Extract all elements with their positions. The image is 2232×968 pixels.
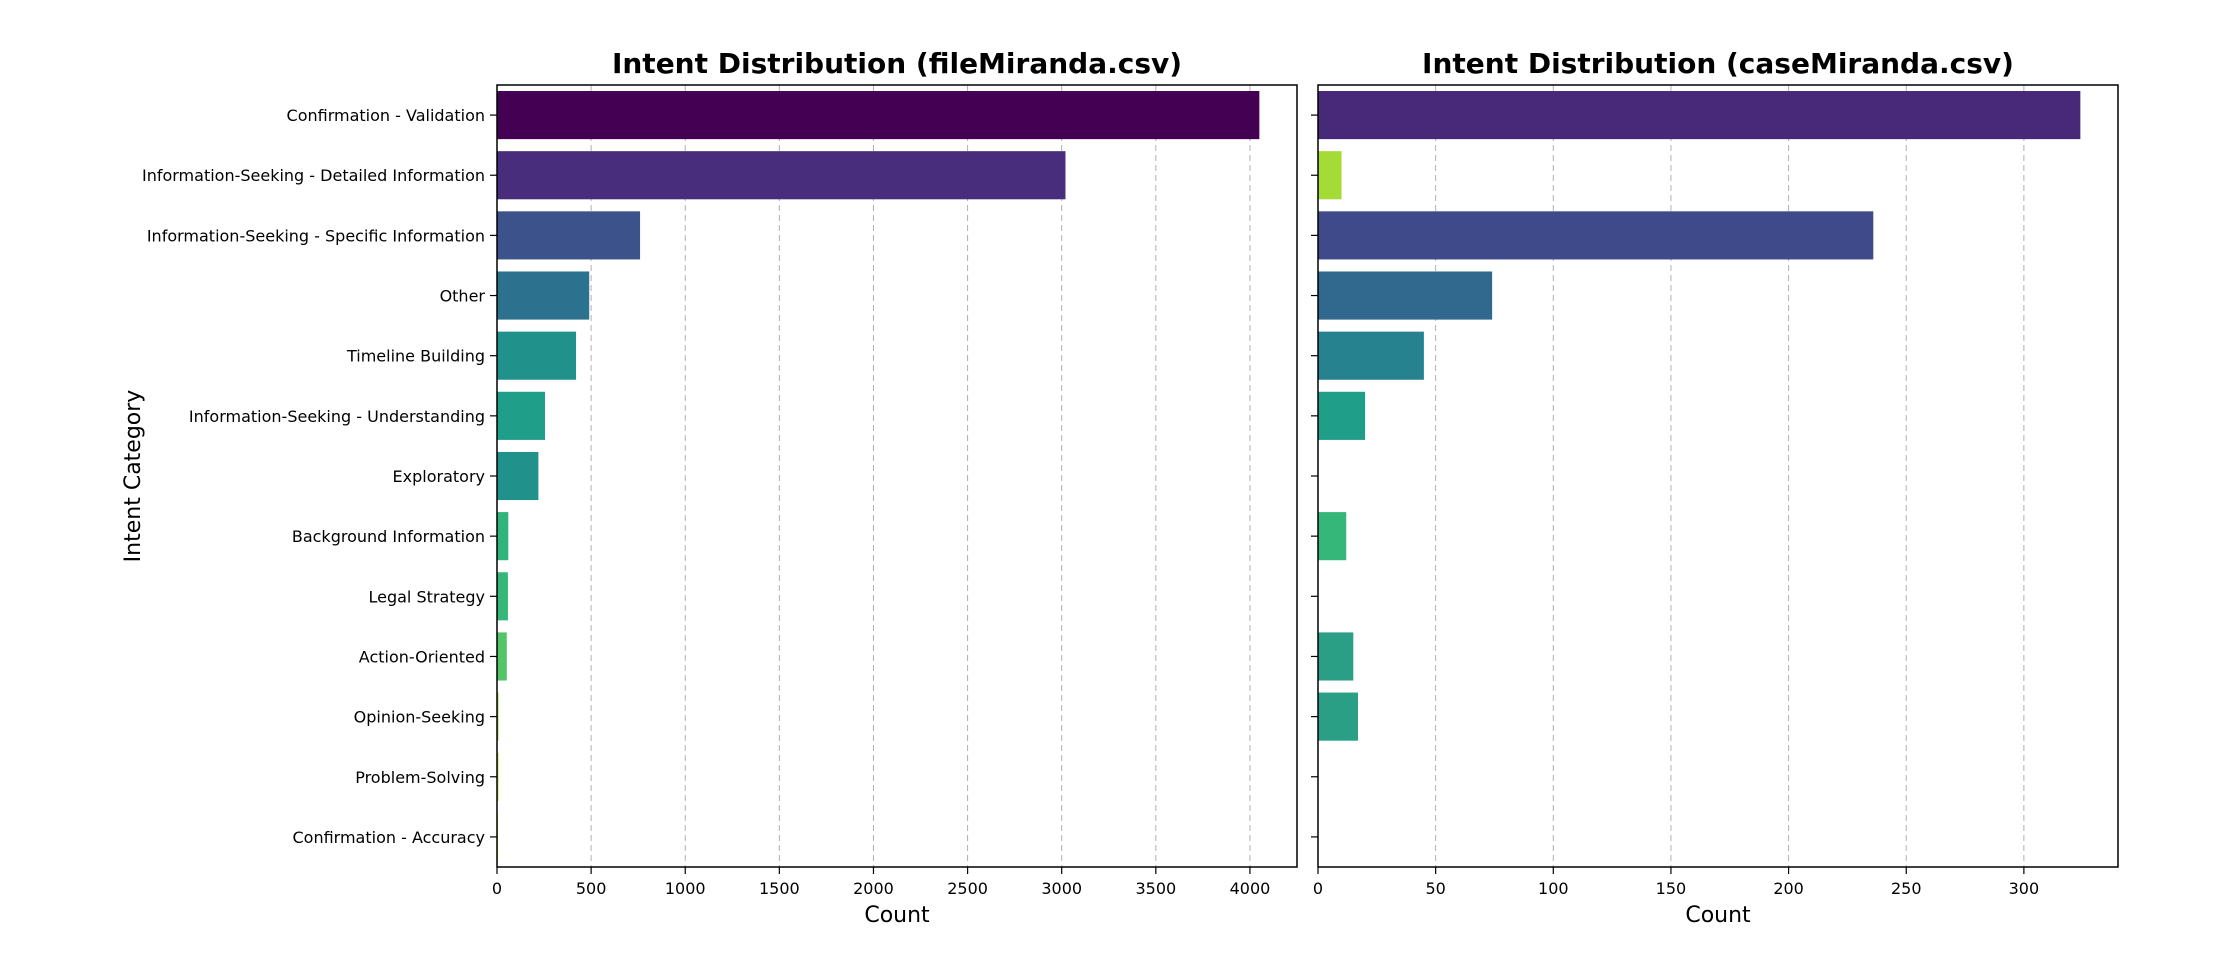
x-tick-label-1000: 1000 [665,879,706,898]
y-tick-label-exploratory: Exploratory [393,467,485,486]
x-axis-label-file-miranda: Count [864,903,930,928]
bar-action-oriented [1318,632,1354,681]
bar-opinion-seeking [497,692,499,741]
gridlines-file-miranda [590,85,1251,867]
bar-information-seeking-understanding [1318,391,1366,440]
bars-file-miranda [497,91,1260,861]
bar-timeline-building [1318,331,1424,380]
x-axis-label-case-miranda: Count [1685,903,1751,928]
y-tick-label-confirmation-accuracy: Confirmation - Accuracy [292,828,485,847]
bar-confirmation-validation [497,91,1260,140]
x-tick-label-300: 300 [2009,879,2040,898]
bar-information-seeking-specific-information [497,211,641,260]
y-ticks-case-miranda [1311,114,1318,838]
x-tick-label-2500: 2500 [947,879,988,898]
x-tick-label-0: 0 [1313,879,1323,898]
bar-confirmation-validation [1318,91,2081,140]
panel-file-miranda: Intent Distribution (fileMiranda.csv) 0 5… [142,47,1298,928]
x-tick-label-3500: 3500 [1135,879,1176,898]
bar-background-information [497,512,509,561]
x-tick-label-250: 250 [1891,879,1922,898]
x-tick-label-500: 500 [576,879,607,898]
x-tick-label-200: 200 [1773,879,1804,898]
plot-frame-case-miranda [1317,84,2119,868]
x-tick-label-3000: 3000 [1041,879,1082,898]
y-tick-label-problem-solving: Problem-Solving [355,768,485,787]
y-ticks-file-miranda: Confirmation - Validation Information-See… [142,106,497,847]
bar-action-oriented [497,632,507,681]
gridlines-case-miranda [1435,85,2025,867]
bar-other [1318,271,1493,320]
x-tick-label-1500: 1500 [759,879,800,898]
bar-legal-strategy [497,572,508,621]
bar-exploratory [497,451,539,501]
y-tick-label-action-oriented: Action-Oriented [359,647,485,666]
y-tick-label-background-information: Background Information [292,527,485,546]
panel-case-miranda: Intent Distribution (caseMiranda.csv) 0 5… [1311,47,2119,928]
y-tick-label-timeline-building: Timeline Building [346,347,485,366]
bar-other [497,271,590,320]
bar-timeline-building [497,331,577,380]
bar-information-seeking-specific-information [1318,211,1874,260]
chart-title-case-miranda: Intent Distribution (caseMiranda.csv) [1422,47,2014,80]
bar-opinion-seeking [1318,692,1358,741]
x-tick-label-0: 0 [492,879,502,898]
x-tick-label-4000: 4000 [1230,879,1271,898]
bar-information-seeking-understanding [497,391,545,440]
bar-information-seeking-detailed-information [497,151,1066,200]
y-tick-label-legal-strategy: Legal Strategy [368,587,485,606]
x-ticks-case-miranda: 0 50 100 150 200 250 300 [1313,867,2039,898]
bars-case-miranda [1318,91,2081,741]
y-tick-label-information-seeking-understanding: Information-Seeking - Understanding [189,407,485,426]
x-ticks-file-miranda: 0 500 1000 1500 2000 2500 3000 3500 4000 [492,867,1270,898]
x-tick-label-2000: 2000 [853,879,894,898]
plot-frame-file-miranda [496,84,1298,868]
y-tick-label-confirmation-validation: Confirmation - Validation [287,106,485,125]
y-tick-label-information-seeking-detailed-information: Information-Seeking - Detailed Informati… [142,166,485,185]
y-tick-label-information-seeking-specific-information: Information-Seeking - Specific Informati… [147,226,485,245]
bar-problem-solving [497,752,499,801]
x-tick-label-100: 100 [1538,879,1569,898]
x-tick-label-150: 150 [1656,879,1687,898]
y-tick-label-opinion-seeking: Opinion-Seeking [354,708,485,727]
x-tick-label-50: 50 [1425,879,1445,898]
y-axis-label: Intent Category [121,390,146,563]
chart-title-file-miranda: Intent Distribution (fileMiranda.csv) [612,47,1182,80]
y-tick-label-other: Other [440,287,486,306]
bar-background-information [1318,512,1347,561]
bar-information-seeking-detailed-information [1318,151,1342,200]
